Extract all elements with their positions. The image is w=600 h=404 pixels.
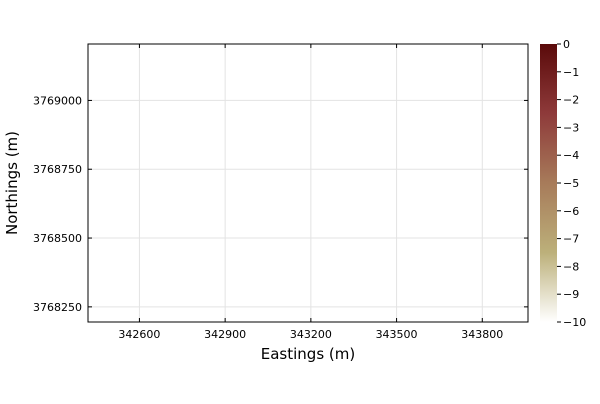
colorbar-tick-label: −10	[563, 316, 586, 329]
colorbar-tick-label: −2	[563, 94, 579, 107]
plot-area-frame	[87, 43, 529, 323]
x-tick-label: 343500	[376, 328, 418, 341]
x-tick-label: 342600	[118, 328, 160, 341]
y-axis-ticks: 3768250 3768500 3768750 3769000	[33, 94, 528, 314]
y-tick-label: 3768250	[33, 301, 82, 314]
colorbar-tick-label: 0	[563, 38, 570, 51]
x-tick-label: 343800	[461, 328, 503, 341]
colorbar-tick-label: −9	[563, 288, 579, 301]
colorbar-tick-label: −1	[563, 66, 579, 79]
grid-lines	[88, 44, 528, 322]
colorbar: 0 −1 −2 −3 −4 −5 −6 −7 −8 −9 −10	[540, 38, 586, 329]
x-tick-label: 343200	[290, 328, 332, 341]
y-axis-label: Northings (m)	[3, 131, 21, 235]
colorbar-tick-label: −8	[563, 260, 579, 273]
colorbar-tick-label: −5	[563, 177, 579, 190]
colorbar-gradient	[540, 44, 557, 322]
y-tick-label: 3768500	[33, 232, 82, 245]
colorbar-ticks: 0 −1 −2 −3 −4 −5 −6 −7 −8 −9 −10	[557, 38, 586, 329]
y-tick-label: 3769000	[33, 94, 82, 107]
colorbar-tick-label: −3	[563, 121, 579, 134]
x-axis-label: Eastings (m)	[261, 345, 355, 363]
colorbar-tick-label: −4	[563, 149, 579, 162]
x-tick-label: 342900	[204, 328, 246, 341]
y-tick-label: 3768750	[33, 163, 82, 176]
x-axis-ticks: 342600 342900 343200 343500 343800	[118, 44, 503, 341]
colorbar-tick-label: −7	[563, 233, 579, 246]
colorbar-tick-label: −6	[563, 205, 579, 218]
